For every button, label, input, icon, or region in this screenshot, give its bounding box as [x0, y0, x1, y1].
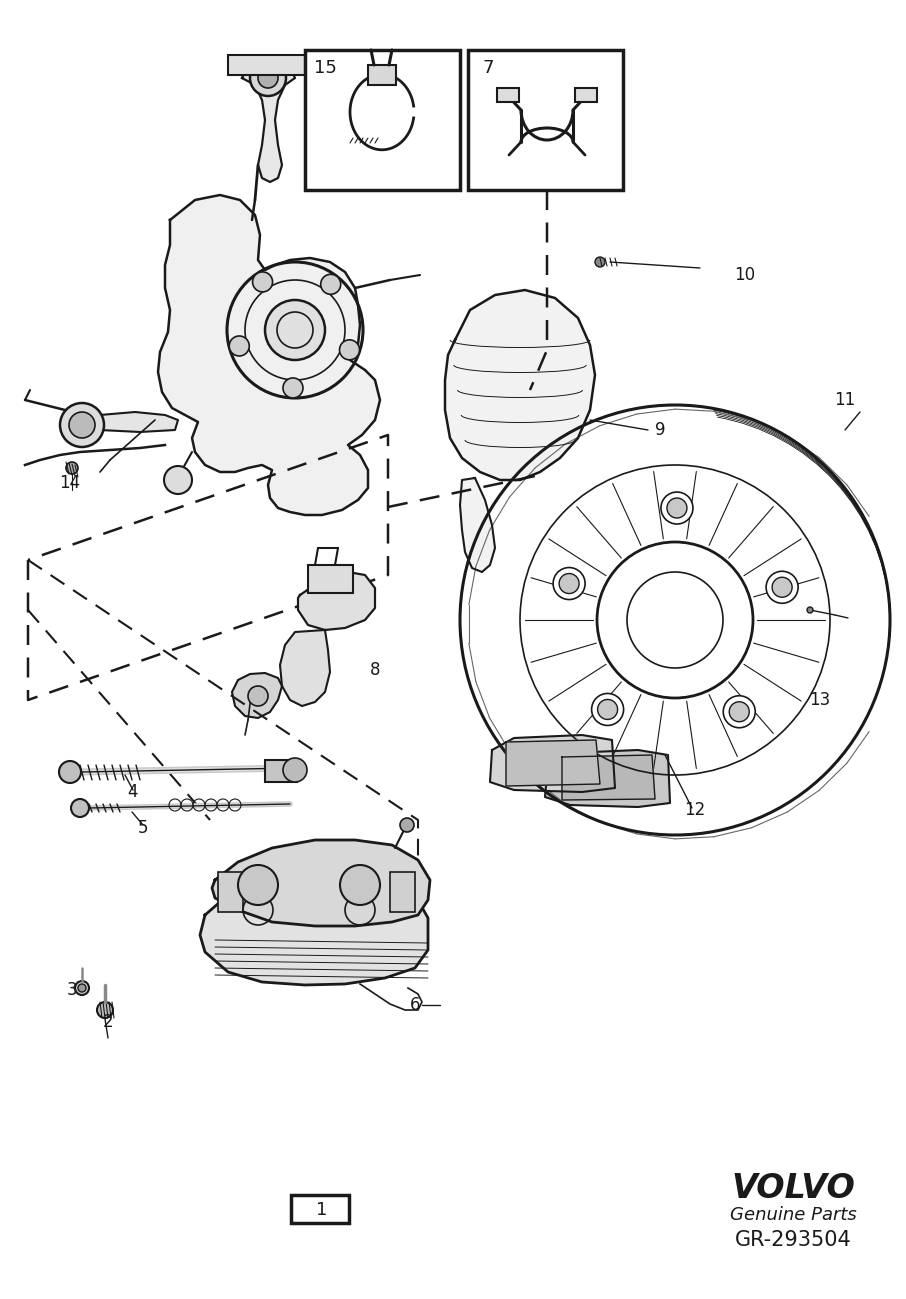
Polygon shape [212, 840, 430, 926]
Circle shape [729, 701, 749, 722]
Circle shape [283, 378, 303, 397]
Text: 8: 8 [370, 661, 381, 679]
Polygon shape [545, 750, 670, 807]
Circle shape [229, 336, 249, 356]
Polygon shape [232, 673, 282, 718]
Circle shape [66, 462, 78, 474]
Text: 14: 14 [60, 474, 81, 492]
Polygon shape [242, 62, 295, 182]
Bar [305, 49, 460, 190]
Bar [218, 872, 243, 912]
Circle shape [283, 759, 307, 782]
Circle shape [248, 686, 268, 705]
Circle shape [69, 412, 95, 438]
Circle shape [238, 865, 278, 905]
Text: 3: 3 [67, 981, 77, 999]
Text: VOLVO: VOLVO [731, 1172, 855, 1204]
Text: 6: 6 [410, 996, 420, 1015]
Circle shape [340, 865, 380, 905]
Circle shape [595, 257, 605, 268]
Polygon shape [460, 478, 495, 572]
Polygon shape [445, 290, 595, 481]
Circle shape [253, 271, 273, 292]
Circle shape [598, 699, 618, 720]
Circle shape [723, 696, 756, 727]
Text: 5: 5 [138, 818, 149, 837]
Text: 13: 13 [809, 691, 831, 709]
Text: 15: 15 [313, 58, 336, 77]
Circle shape [772, 577, 792, 598]
Bar [497, 88, 519, 103]
Bar [575, 88, 597, 103]
Polygon shape [490, 735, 615, 792]
Text: 9: 9 [655, 421, 665, 439]
Circle shape [340, 340, 360, 360]
Circle shape [60, 403, 104, 447]
Bar [228, 55, 308, 75]
Polygon shape [298, 572, 375, 630]
Circle shape [807, 607, 813, 613]
Circle shape [75, 981, 89, 995]
Bar [468, 49, 623, 190]
Text: 2: 2 [102, 1013, 113, 1031]
Circle shape [250, 60, 286, 96]
Text: 12: 12 [684, 801, 706, 818]
Circle shape [321, 274, 341, 295]
Text: GR-293504: GR-293504 [735, 1230, 852, 1250]
Polygon shape [80, 412, 178, 433]
Polygon shape [506, 740, 600, 786]
Text: 7: 7 [482, 58, 494, 77]
Polygon shape [280, 630, 330, 705]
Bar [308, 565, 353, 594]
Text: 10: 10 [735, 266, 756, 284]
Bar [390, 872, 415, 912]
Circle shape [78, 985, 86, 992]
Circle shape [71, 799, 89, 817]
Circle shape [97, 1002, 113, 1018]
Circle shape [661, 492, 693, 523]
Circle shape [553, 568, 585, 600]
Text: 11: 11 [834, 391, 855, 409]
Bar [265, 760, 297, 782]
Polygon shape [562, 755, 655, 800]
Text: Genuine Parts: Genuine Parts [729, 1205, 856, 1224]
Circle shape [400, 818, 414, 831]
Circle shape [592, 694, 623, 725]
Circle shape [559, 574, 579, 594]
Circle shape [766, 572, 798, 603]
Circle shape [265, 300, 325, 360]
Text: 1: 1 [316, 1202, 328, 1218]
Bar [291, 1195, 349, 1222]
Bar [368, 65, 396, 84]
Text: 4: 4 [128, 783, 139, 801]
Circle shape [59, 761, 81, 783]
Polygon shape [158, 195, 380, 514]
Circle shape [667, 498, 687, 518]
Circle shape [258, 68, 278, 88]
Circle shape [164, 466, 192, 494]
Polygon shape [200, 872, 428, 985]
